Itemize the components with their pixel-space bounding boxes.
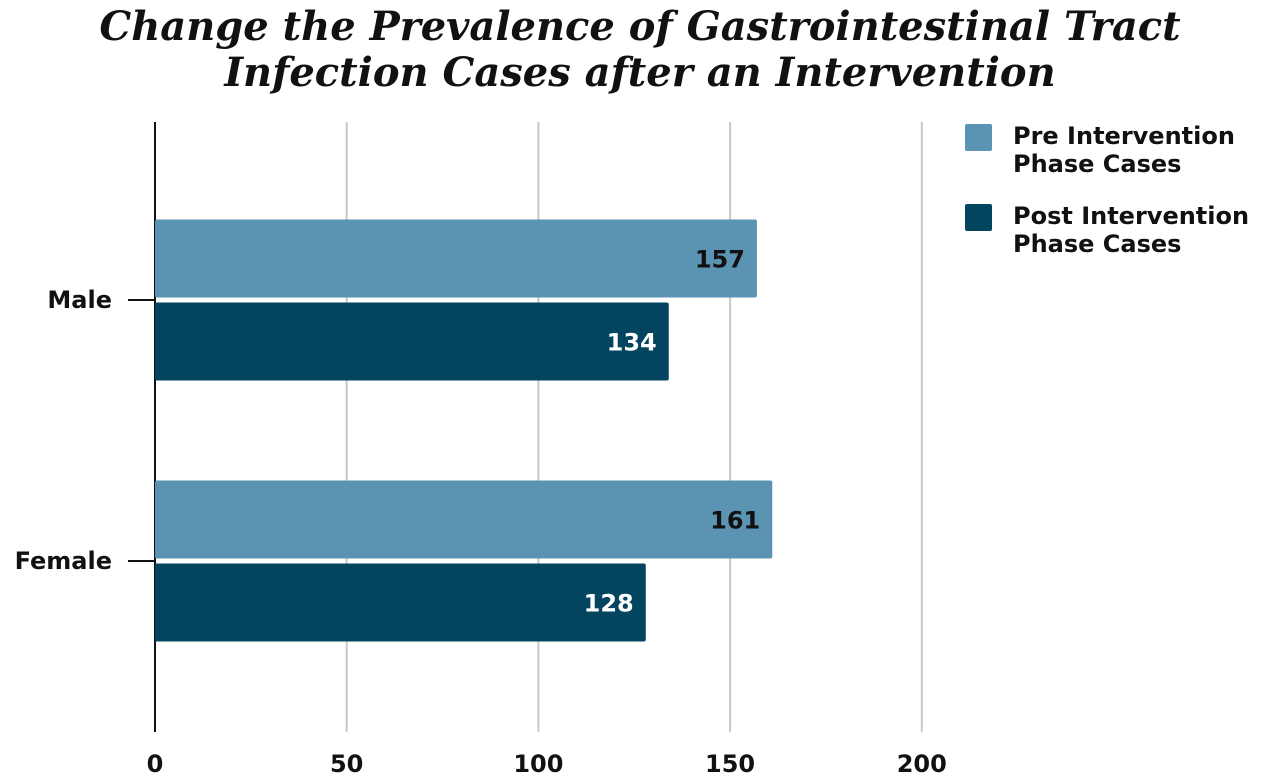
- chart-title: Change the Prevalence of Gastrointestina…: [0, 4, 1280, 96]
- bar-pre-male: [155, 219, 757, 298]
- legend-swatch-pre: [965, 124, 992, 151]
- x-tick-label-50: 50: [330, 750, 363, 776]
- category-label-male: Male: [47, 286, 112, 314]
- data-label-pre-female: 161: [710, 507, 760, 535]
- data-label-post-male: 134: [607, 329, 657, 357]
- x-tick-label-100: 100: [513, 750, 563, 776]
- x-tick-label-0: 0: [147, 750, 164, 776]
- x-tick-label-150: 150: [705, 750, 755, 776]
- x-tick-label-200: 200: [897, 750, 947, 776]
- legend-label-pre: Pre Intervention Phase Cases: [1013, 122, 1235, 178]
- bar-post-female: [155, 563, 646, 642]
- category-label-female: Female: [15, 547, 112, 575]
- legend-swatch-post: [965, 204, 992, 231]
- data-label-pre-male: 157: [695, 246, 745, 274]
- legend-label-post: Post Intervention Phase Cases: [1013, 202, 1250, 258]
- bar-pre-female: [155, 480, 773, 559]
- data-label-post-female: 128: [584, 590, 634, 618]
- chart-title-line-1: Change the Prevalence of Gastrointestina…: [99, 3, 1181, 50]
- bar-post-male: [155, 302, 669, 381]
- chart-title-line-2: Infection Cases after an Intervention: [224, 49, 1056, 96]
